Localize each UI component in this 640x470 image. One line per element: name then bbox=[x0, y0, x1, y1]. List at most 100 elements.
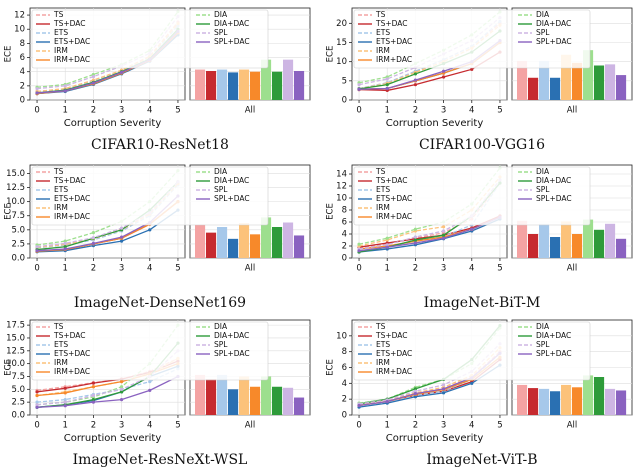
x-tick-label: 0 bbox=[356, 264, 361, 274]
bar bbox=[517, 60, 528, 100]
bar bbox=[217, 227, 228, 258]
x-tick-label: 3 bbox=[441, 264, 446, 274]
y-tick-label: 17.5 bbox=[6, 321, 25, 331]
x-tick-label: 5 bbox=[175, 264, 180, 274]
x-tick-label: 1 bbox=[385, 421, 390, 431]
y-tick-label: 12.5 bbox=[6, 346, 25, 356]
legend-label: SPL bbox=[536, 28, 550, 37]
legend-label: DIA bbox=[536, 322, 550, 331]
legend-label: SPL bbox=[214, 28, 228, 37]
y-tick-label: 15.0 bbox=[6, 333, 25, 343]
legend-label: ETS bbox=[376, 28, 390, 37]
y-tick-label: 2 bbox=[342, 242, 347, 252]
x-tick-label: 0 bbox=[34, 264, 39, 274]
bar bbox=[239, 69, 250, 100]
bar bbox=[261, 217, 272, 258]
bar bbox=[583, 50, 594, 100]
y-tick-label: 10.0 bbox=[6, 197, 25, 207]
series-line bbox=[36, 181, 179, 248]
bar bbox=[561, 54, 572, 100]
bar bbox=[572, 234, 583, 258]
y-axis-label: ECE bbox=[4, 46, 14, 63]
y-tick-label: 7.5 bbox=[11, 211, 25, 221]
y-axis-label: ECE bbox=[326, 46, 336, 63]
point bbox=[119, 239, 124, 243]
legend-label: ETS+DAC bbox=[376, 37, 412, 46]
point bbox=[35, 91, 39, 95]
point bbox=[413, 72, 418, 76]
bar bbox=[561, 221, 572, 258]
legend-label: DIA bbox=[536, 10, 550, 19]
x-axis-label: Corruption Severity bbox=[386, 433, 484, 444]
legend-label: ETS bbox=[376, 185, 390, 194]
y-tick-label: 2.5 bbox=[11, 398, 25, 408]
y-tick-label: 2.5 bbox=[11, 239, 25, 249]
x-tick-label: 2 bbox=[91, 264, 96, 274]
legend-label: SPL+DAC bbox=[214, 194, 250, 203]
x-category-label: All bbox=[567, 106, 578, 116]
x-tick-label: 3 bbox=[441, 106, 446, 116]
y-tick-label: 4 bbox=[342, 379, 347, 389]
x-tick-label: 4 bbox=[469, 421, 474, 431]
point bbox=[413, 227, 418, 231]
legend-label: ETS+DAC bbox=[54, 194, 90, 203]
bar bbox=[283, 387, 294, 415]
point bbox=[35, 245, 39, 249]
point bbox=[357, 87, 361, 91]
legend-label: TS bbox=[375, 167, 386, 176]
y-axis-label: ECE bbox=[326, 359, 336, 376]
x-tick-label: 2 bbox=[91, 106, 96, 116]
point bbox=[357, 242, 361, 246]
series-line bbox=[37, 209, 179, 253]
y-tick-label: 0.0 bbox=[11, 254, 25, 264]
legend-label: DIA+DAC bbox=[214, 331, 249, 340]
x-axis-label: Corruption Severity bbox=[64, 118, 162, 129]
bar bbox=[517, 384, 528, 415]
legend-label: ETS bbox=[376, 340, 390, 349]
bar bbox=[572, 387, 583, 415]
series-line bbox=[358, 216, 501, 252]
point bbox=[63, 397, 67, 402]
point bbox=[35, 87, 39, 91]
y-tick-label: 0 bbox=[342, 411, 347, 421]
x-tick-label: 1 bbox=[63, 106, 68, 116]
point bbox=[119, 397, 124, 402]
legend-label: TS bbox=[53, 322, 64, 331]
point bbox=[91, 385, 96, 389]
y-tick-label: 5 bbox=[342, 76, 347, 86]
legend-label: IRM bbox=[376, 46, 390, 55]
legend-label: TS+DAC bbox=[375, 19, 408, 28]
x-category-label: All bbox=[567, 421, 578, 431]
point bbox=[413, 83, 418, 87]
legend-label: ETS bbox=[54, 340, 68, 349]
x-tick-label: 4 bbox=[469, 106, 474, 116]
legend-label: IRM bbox=[54, 358, 68, 367]
x-tick-label: 5 bbox=[497, 264, 502, 274]
bar bbox=[561, 384, 572, 415]
point bbox=[441, 69, 446, 73]
bar bbox=[195, 224, 206, 258]
x-tick-label: 4 bbox=[469, 264, 474, 274]
legend-label: TS+DAC bbox=[53, 176, 86, 185]
legend-label: ETS bbox=[54, 28, 68, 37]
point bbox=[63, 404, 67, 408]
point bbox=[357, 403, 361, 408]
point bbox=[63, 89, 67, 93]
point bbox=[385, 86, 389, 91]
point bbox=[63, 241, 67, 245]
bar bbox=[228, 238, 239, 258]
y-tick-label: 4 bbox=[342, 230, 347, 240]
legend-label: IRM bbox=[376, 358, 390, 367]
bar bbox=[206, 70, 217, 100]
point bbox=[413, 238, 418, 242]
x-tick-label: 0 bbox=[34, 106, 39, 116]
x-tick-label: 3 bbox=[119, 421, 124, 431]
y-tick-label: 8 bbox=[20, 39, 25, 49]
point bbox=[385, 243, 389, 247]
point bbox=[441, 387, 446, 391]
bar bbox=[228, 72, 239, 100]
point bbox=[413, 78, 418, 82]
legend-label: TS bbox=[375, 10, 386, 19]
